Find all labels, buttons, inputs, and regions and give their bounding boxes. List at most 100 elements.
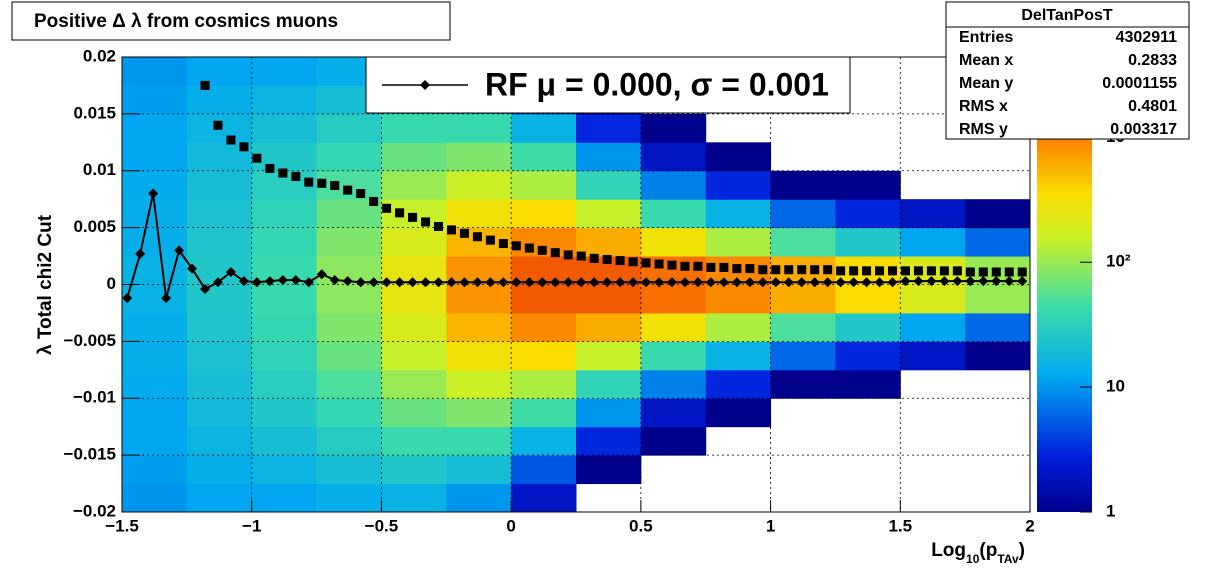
square-marker bbox=[667, 260, 677, 270]
heat-cell bbox=[770, 341, 836, 371]
heat-cell bbox=[316, 284, 382, 314]
heat-cell bbox=[511, 142, 577, 172]
square-marker bbox=[524, 243, 534, 253]
stats-box: DelTanPosT Entries 4302911 Mean x 0.2833 Mea… bbox=[945, 1, 1190, 140]
heat-cell bbox=[900, 341, 966, 371]
heat-cell bbox=[251, 455, 318, 485]
heat-cell bbox=[576, 369, 642, 399]
diamond-marker bbox=[135, 248, 146, 259]
heat-cell bbox=[446, 199, 512, 229]
heat-cell bbox=[640, 113, 707, 143]
square-marker bbox=[602, 254, 612, 264]
heat-cell bbox=[381, 426, 447, 456]
diamond-marker bbox=[459, 277, 470, 288]
heat-cell bbox=[251, 312, 318, 342]
heat-cell bbox=[576, 455, 642, 485]
diamond-marker bbox=[848, 277, 859, 288]
heat-cell bbox=[770, 312, 836, 342]
stats-value: 0.2833 bbox=[1128, 52, 1177, 69]
square-marker bbox=[745, 264, 755, 274]
square-marker bbox=[1004, 267, 1014, 277]
square-marker bbox=[446, 225, 456, 235]
square-marker bbox=[408, 212, 418, 222]
z-tick-label: 1 bbox=[1106, 501, 1115, 520]
square-marker bbox=[200, 80, 210, 90]
square-marker bbox=[330, 181, 340, 191]
heat-cell bbox=[251, 426, 318, 456]
diamond-marker bbox=[926, 276, 937, 287]
y-tick-label: 0.01 bbox=[83, 160, 116, 179]
heat-cell bbox=[251, 483, 318, 513]
heat-cell bbox=[576, 199, 642, 229]
heat-cell bbox=[316, 398, 382, 428]
heat-cell bbox=[576, 227, 642, 257]
square-marker bbox=[952, 266, 962, 276]
heat-cell bbox=[122, 341, 188, 371]
heat-cell bbox=[511, 170, 577, 200]
heat-cell bbox=[705, 312, 772, 342]
square-marker bbox=[641, 258, 651, 268]
heat-cell bbox=[640, 142, 707, 172]
square-marker bbox=[991, 267, 1001, 277]
square-marker bbox=[823, 265, 833, 275]
heat-cell bbox=[640, 170, 707, 200]
heat-cell bbox=[186, 284, 253, 314]
heat-cell bbox=[316, 142, 382, 172]
heat-cell bbox=[446, 341, 512, 371]
stats-label: RMS x bbox=[959, 98, 1008, 115]
square-marker bbox=[862, 266, 872, 276]
heat-cell bbox=[705, 284, 772, 314]
diamond-marker bbox=[1017, 276, 1028, 287]
y-tick-label: −0.005 bbox=[64, 331, 116, 350]
heat-cell bbox=[640, 312, 707, 342]
square-marker bbox=[291, 171, 301, 181]
heat-cell bbox=[316, 341, 382, 371]
x-tick-label: 0.5 bbox=[629, 516, 653, 535]
stats-label: Entries bbox=[959, 29, 1013, 46]
heat-cell bbox=[381, 284, 447, 314]
heat-cell bbox=[251, 341, 318, 371]
x-tick-label: 1.5 bbox=[888, 516, 912, 535]
diamond-marker bbox=[303, 277, 314, 288]
square-marker bbox=[784, 265, 794, 275]
color-bar-axis: 11010²10³ bbox=[1080, 127, 1131, 520]
diamond-marker bbox=[654, 277, 665, 288]
heat-cell bbox=[251, 227, 318, 257]
heat-cell bbox=[446, 284, 512, 314]
heat-cell bbox=[705, 142, 772, 172]
heat-cell bbox=[965, 341, 1031, 371]
y-tick-label: 0 bbox=[107, 274, 116, 293]
square-marker bbox=[511, 241, 521, 251]
heat-cell bbox=[251, 369, 318, 399]
stats-value: 0.4801 bbox=[1128, 98, 1177, 115]
heat-cell bbox=[381, 369, 447, 399]
y-tick-label: −0.01 bbox=[73, 388, 116, 407]
heat-cell bbox=[705, 227, 772, 257]
heat-cell bbox=[186, 455, 253, 485]
diamond-marker bbox=[148, 188, 159, 199]
diamond-marker bbox=[718, 277, 729, 288]
heat-cell bbox=[511, 284, 577, 314]
diamond-marker bbox=[576, 277, 587, 288]
diamond-marker bbox=[809, 277, 820, 288]
square-marker bbox=[965, 267, 975, 277]
diamond-marker bbox=[187, 263, 198, 274]
square-marker bbox=[576, 251, 586, 261]
y-axis-label: λ Total chi2 Cut bbox=[35, 214, 56, 355]
square-marker bbox=[278, 168, 288, 178]
square-marker bbox=[356, 189, 366, 198]
diamond-marker bbox=[939, 276, 950, 287]
x-tick-label: 1 bbox=[766, 516, 775, 535]
heat-cell bbox=[186, 312, 253, 342]
z-tick-label: 10² bbox=[1106, 252, 1131, 271]
square-marker bbox=[1017, 267, 1027, 277]
square-marker bbox=[888, 266, 898, 276]
heat-cell bbox=[511, 199, 577, 229]
heat-cell bbox=[316, 369, 382, 399]
heat-cell bbox=[835, 199, 901, 229]
heat-cell bbox=[381, 483, 447, 513]
heat-cell bbox=[122, 113, 188, 143]
diamond-marker bbox=[290, 274, 301, 285]
heat-cell bbox=[705, 369, 772, 399]
